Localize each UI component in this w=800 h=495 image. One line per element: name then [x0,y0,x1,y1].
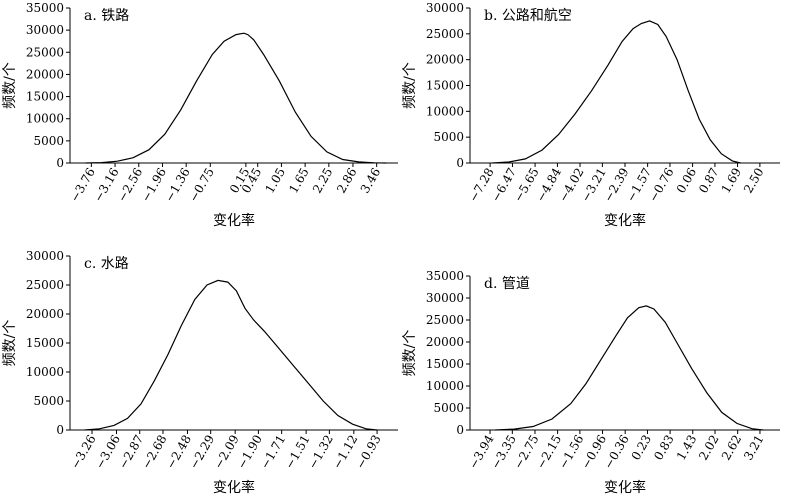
panel-title: a. 铁路 [84,8,129,24]
y-tick-label: 30000 [426,291,464,305]
x-tick-label: 0.23 [629,433,654,463]
y-tick-label: 0 [56,156,64,170]
y-tick-label: 30000 [26,23,64,37]
x-tick-label: 2.02 [696,433,721,463]
y-tick-label: 35000 [426,269,464,283]
y-tick-label: 25000 [26,45,64,59]
y-tick-label: 20000 [426,53,464,67]
y-tick-label: 0 [56,423,64,437]
series-line [85,32,387,164]
y-tick-label: 10000 [426,379,464,393]
x-tick-label: 3.21 [741,433,766,463]
x-tick-label: −0.75 [186,166,217,205]
y-tick-label: 10000 [26,112,64,126]
x-tick-label: 1.43 [674,433,699,463]
x-axis-title: 变化率 [604,479,646,495]
y-axis-title: 频数/个 [2,320,18,367]
x-tick-label: 1.69 [719,166,744,196]
x-axis-title: 变化率 [604,212,646,229]
x-axis-title: 变化率 [213,212,255,229]
x-tick-label: 2.50 [741,166,766,196]
y-tick-label: 0 [456,423,464,437]
panel-2: 050001000015000200002500030000−3.26−3.06… [2,249,398,495]
series-line [84,279,378,431]
panel-title: c. 水路 [84,256,129,272]
series-line [492,20,741,164]
y-tick-label: 15000 [426,357,464,371]
y-axis-title: 频数/个 [2,62,18,109]
y-tick-label: 5000 [33,134,64,148]
y-tick-label: 5000 [433,401,464,415]
panel-3: 05000100001500020000250003000035000−3.94… [402,269,780,495]
x-tick-label: 1.65 [286,166,311,196]
x-tick-label: 0.06 [674,166,699,196]
y-tick-label: 5000 [33,394,64,408]
y-tick-label: 10000 [426,104,464,118]
x-tick-label: 2.86 [334,166,359,196]
y-tick-label: 30000 [426,1,464,15]
y-tick-label: 15000 [426,79,464,93]
panel-title: b. 公路和航空 [484,8,572,24]
y-axis-title: 频数/个 [402,330,418,377]
y-axis-title: 频数/个 [402,62,418,109]
panel-title: d. 管道 [484,276,530,292]
x-tick-label: 0.87 [696,166,721,196]
x-axis-title: 变化率 [213,479,255,495]
x-tick-label: 1.05 [263,166,288,196]
series-line [495,305,764,431]
x-tick-label: 2.62 [719,433,744,463]
x-tick-label: 0.83 [651,433,676,463]
y-tick-label: 30000 [26,249,64,263]
x-tick-label: 3.46 [358,166,383,196]
panel-0: 05000100001500020000250003000035000−3.76… [2,1,398,229]
y-tick-label: 25000 [426,27,464,41]
y-tick-label: 25000 [426,313,464,327]
y-tick-label: 20000 [26,307,64,321]
y-tick-label: 10000 [26,365,64,379]
y-tick-label: 25000 [26,278,64,292]
y-tick-label: 20000 [26,67,64,81]
y-tick-label: 15000 [26,336,64,350]
y-tick-label: 5000 [433,130,464,144]
panel-1: 050001000015000200002500030000−7.28−6.47… [402,1,780,229]
y-tick-label: 20000 [426,335,464,349]
y-tick-label: 35000 [26,1,64,15]
y-tick-label: 15000 [26,90,64,104]
y-tick-label: 0 [456,156,464,170]
x-tick-label: 2.25 [310,166,335,196]
